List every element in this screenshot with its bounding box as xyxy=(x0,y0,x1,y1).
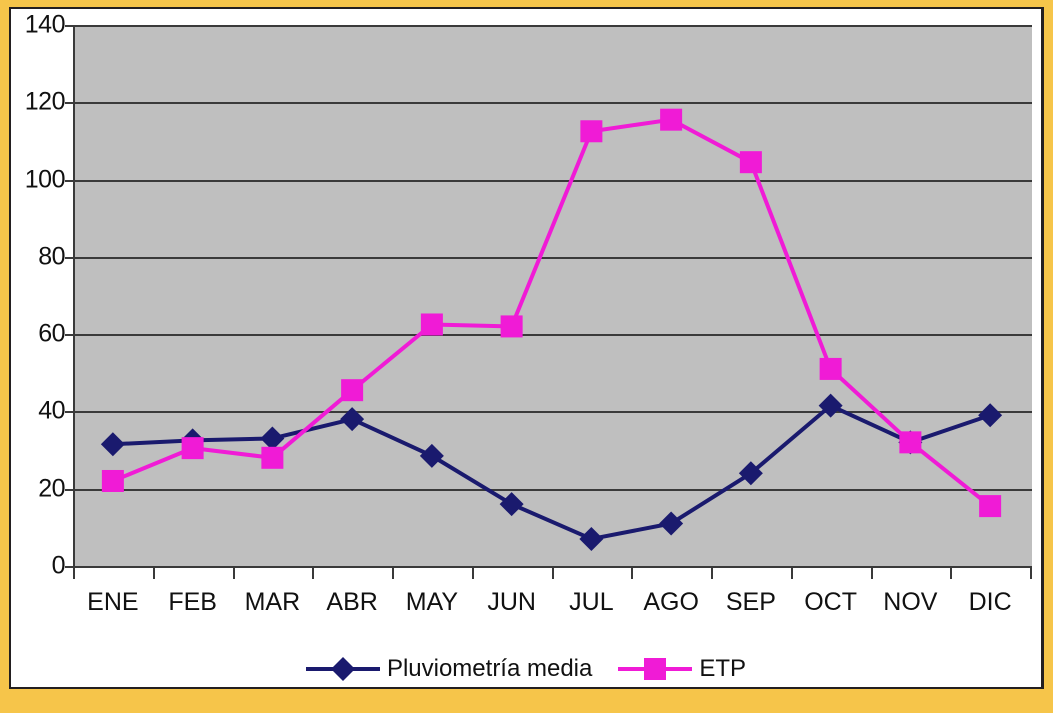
y-tick-label-40: 40 xyxy=(38,396,65,425)
x-tick-mark-4 xyxy=(392,568,394,579)
diamond-marker-icon xyxy=(340,407,365,432)
diamond-marker-icon xyxy=(419,443,444,468)
y-tick-mark-100 xyxy=(65,179,74,182)
x-tick-label-abr: ABR xyxy=(326,588,378,616)
square-marker-icon xyxy=(500,315,523,338)
y-tick-mark-20 xyxy=(65,488,74,491)
x-tick-mark-9 xyxy=(790,568,793,579)
x-tick-label-mar: MAR xyxy=(244,588,301,616)
diamond-marker-icon xyxy=(978,403,1003,428)
x-tick-label-may: MAY xyxy=(405,588,459,616)
gridline-80 xyxy=(75,256,1032,259)
y-tick-mark-0 xyxy=(65,566,74,568)
diamond-marker-icon xyxy=(818,393,843,418)
diamond-marker-icon xyxy=(738,461,763,486)
gridline-60 xyxy=(75,334,1032,337)
x-tick-label-dic: DIC xyxy=(968,588,1012,616)
y-tick-label-20: 20 xyxy=(38,474,65,503)
series-etp xyxy=(101,108,1002,518)
diamond-marker-icon xyxy=(579,526,604,551)
chart-canvas: 0 20 40 60 80 100 120 140 ENE FEB MAR ABR MAY JUN JUL… xyxy=(11,9,1041,687)
y-tick-mark-40 xyxy=(65,411,74,414)
y-tick-label-80: 80 xyxy=(38,242,65,271)
gridline-20 xyxy=(75,488,1032,491)
y-tick-label-60: 60 xyxy=(38,319,65,348)
plot-area xyxy=(73,25,1032,568)
x-tick-label-jul: JUL xyxy=(569,588,614,616)
y-axis: 0 20 40 60 80 100 120 140 xyxy=(11,12,74,578)
square-marker-icon xyxy=(660,108,683,131)
chart-area: 0 20 40 60 80 100 120 140 ENE FEB MAR ABR MAY JUN JUL… xyxy=(11,9,1041,687)
x-tick-mark-11 xyxy=(950,568,953,579)
x-tick-mark-10 xyxy=(870,568,873,579)
x-tick-label-ago: AGO xyxy=(643,588,699,616)
square-marker-icon xyxy=(101,469,124,492)
diamond-marker-icon xyxy=(260,426,285,451)
square-marker-icon xyxy=(899,431,922,454)
data-series-layer xyxy=(100,108,1003,551)
gridline-140 xyxy=(75,25,1032,27)
x-tick-label-sep: SEP xyxy=(725,588,776,616)
chart-legend: Pluviometría media ETP xyxy=(11,649,1041,689)
x-tick-label-oct: OCT xyxy=(804,588,858,616)
square-marker-icon xyxy=(420,313,443,336)
x-tick-mark-2 xyxy=(232,568,235,579)
x-tick-label-feb: FEB xyxy=(168,588,217,616)
x-tick-mark-7 xyxy=(631,568,634,579)
legend-label: ETP xyxy=(699,655,747,682)
y-tick-label-140: 140 xyxy=(24,10,66,39)
series-pluviometr-a-media xyxy=(100,393,1003,551)
legend-label: Pluviometría media xyxy=(386,655,593,682)
y-tick-label-120: 120 xyxy=(24,87,66,116)
diamond-marker-icon xyxy=(659,511,684,536)
y-tick-mark-80 xyxy=(65,256,74,259)
diamond-marker-icon xyxy=(305,657,380,681)
y-tick-mark-140 xyxy=(65,25,74,27)
x-tick-mark-6 xyxy=(551,568,554,579)
square-marker-icon xyxy=(261,446,284,469)
diamond-marker-icon xyxy=(100,432,125,457)
diamond-marker-icon xyxy=(499,492,524,517)
legend-item-pluviometr-a-media: Pluviometría media xyxy=(305,655,593,683)
series-line xyxy=(112,403,991,541)
y-tick-mark-120 xyxy=(65,102,74,105)
x-tick-label-nov: NOV xyxy=(883,588,938,616)
x-tick-label-jun: JUN xyxy=(487,588,536,616)
x-tick-mark-3 xyxy=(312,568,315,579)
x-tick-mark-5 xyxy=(471,568,474,579)
legend-item-etp: ETP xyxy=(618,655,746,683)
x-tick-mark-1 xyxy=(152,568,155,579)
square-marker-icon xyxy=(341,379,364,402)
square-marker-icon xyxy=(618,658,693,680)
square-marker-icon xyxy=(580,120,603,143)
y-tick-mark-60 xyxy=(65,334,74,337)
square-marker-icon xyxy=(739,151,762,174)
gridline-120 xyxy=(75,102,1032,105)
gridline-40 xyxy=(75,411,1032,414)
x-tick-label-ene: ENE xyxy=(87,588,139,616)
square-marker-icon xyxy=(979,495,1002,518)
x-tick-mark-8 xyxy=(711,568,713,579)
series-line xyxy=(112,117,992,508)
square-marker-icon xyxy=(819,357,842,380)
y-tick-label-0: 0 xyxy=(51,551,66,580)
x-axis: ENE FEB MAR ABR MAY JUN JUL AGO SEP OCT NOV DIC xyxy=(73,568,1032,628)
y-tick-label-100: 100 xyxy=(24,165,66,194)
gridline-100 xyxy=(75,179,1032,182)
x-tick-mark-12 xyxy=(1030,568,1032,579)
square-marker-icon xyxy=(181,437,204,460)
x-tick-mark-0 xyxy=(73,568,75,579)
